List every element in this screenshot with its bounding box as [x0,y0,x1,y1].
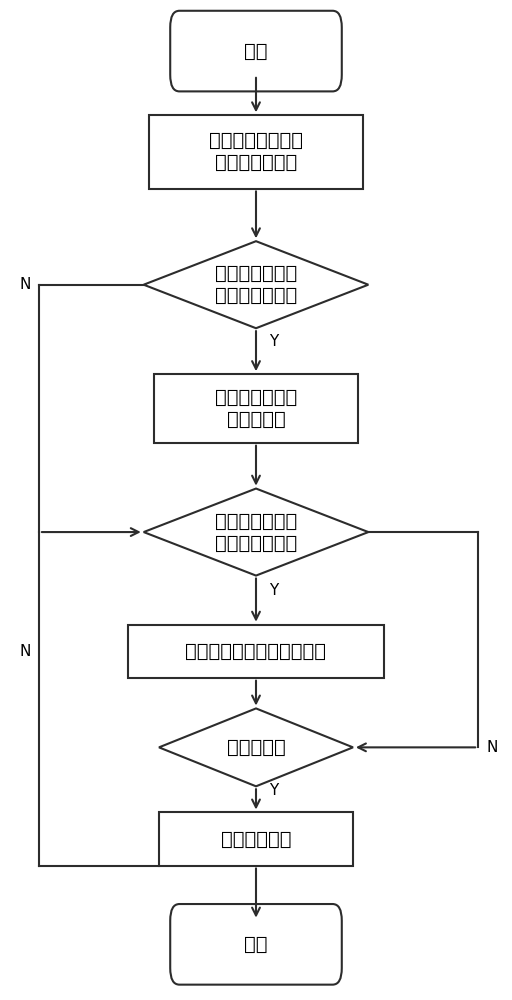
Text: 是否为映射文件
中的图元类型？: 是否为映射文件 中的图元类型？ [215,512,297,553]
Text: 是否匹配？: 是否匹配？ [227,738,285,757]
Text: 是否为映射文件
中的设置区域？: 是否为映射文件 中的设置区域？ [215,264,297,305]
Text: 前景的拓扑特征
建模与表示: 前景的拓扑特征 建模与表示 [215,388,297,429]
Text: Y: Y [269,583,278,598]
Text: N: N [487,740,498,755]
Polygon shape [159,708,353,786]
Text: 开始: 开始 [244,42,268,61]
FancyBboxPatch shape [170,11,342,91]
Polygon shape [144,241,368,328]
Bar [154,374,358,443]
Text: N: N [19,644,30,659]
Text: Y: Y [269,334,278,349]
Bar [159,812,353,866]
Text: 结束: 结束 [244,935,268,954]
Bar [129,625,383,678]
Text: 监控界面与模板界面的匹配: 监控界面与模板界面的匹配 [185,642,327,661]
Text: Y: Y [269,783,278,798]
Bar [149,115,363,189]
FancyBboxPatch shape [170,904,342,985]
Text: 状态识别流程: 状态识别流程 [221,829,291,848]
Text: 前景提取，获取动
态变化区域信息: 前景提取，获取动 态变化区域信息 [209,131,303,172]
Text: N: N [19,277,30,292]
Polygon shape [144,489,368,576]
